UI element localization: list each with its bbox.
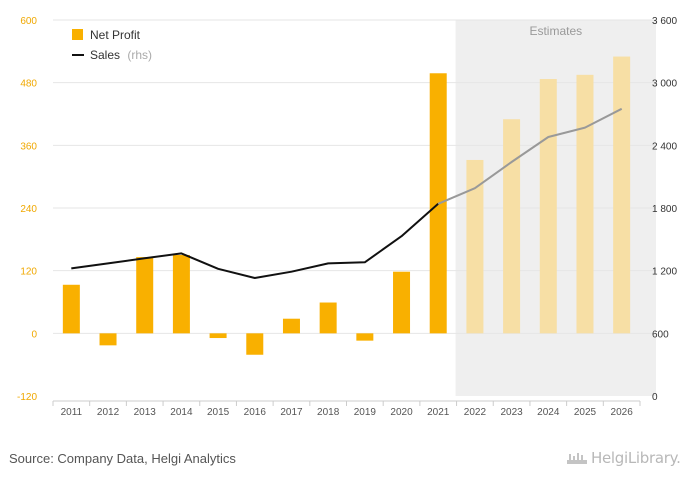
- x-tick-label: 2012: [97, 407, 120, 418]
- y-left-tick-label: 0: [31, 329, 37, 340]
- bar-net-profit-2018: [319, 302, 337, 334]
- source-note: Source: Company Data, Helgi Analytics: [9, 451, 236, 466]
- line-sales-estimate: [437, 107, 623, 205]
- legend-label-sales-suffix: (rhs): [127, 48, 152, 62]
- bar-net-profit-2014: [172, 255, 190, 334]
- y-right-tick-label: 600: [652, 329, 669, 340]
- legend-label-net-profit: Net Profit: [90, 28, 141, 42]
- y-left-tick-label: 120: [20, 267, 37, 278]
- legend-label-sales-name: Sales: [90, 48, 120, 62]
- bar-net-profit-2025: [576, 74, 594, 334]
- estimates-label: Estimates: [529, 24, 582, 38]
- legend: Net Profit Sales (rhs): [72, 28, 152, 62]
- y-right-tick-label: 3 600: [652, 16, 677, 27]
- y-left-tick-label: 240: [20, 204, 37, 215]
- axis-layer: -120 0 0 600 120 1 200 240 1 800 360 2 400 480 3 00…: [17, 16, 677, 418]
- line-layer: [71, 107, 623, 279]
- bar-net-profit-2020: [393, 271, 411, 334]
- logo-text: HelgiLibrary.: [591, 449, 681, 467]
- y-right-tick-label: 3 000: [652, 79, 677, 90]
- x-tick-label: 2020: [390, 407, 413, 418]
- x-tick-label: 2019: [354, 407, 377, 418]
- y-left-tick-label: 480: [20, 79, 37, 90]
- x-tick-label: 2013: [134, 407, 157, 418]
- y-right-tick-label: 1 200: [652, 267, 677, 278]
- line-sales-actual: [71, 203, 439, 279]
- x-tick-label: 2017: [280, 407, 303, 418]
- legend-label-sales: Sales (rhs): [90, 48, 152, 62]
- x-tick-label: 2018: [317, 407, 340, 418]
- library-logo-icon: [567, 453, 587, 464]
- x-tick-label: 2022: [464, 407, 487, 418]
- chart: Estimates -120 0 0 600 120 1 200 240 1 800 360 2 …: [17, 16, 677, 418]
- y-right-tick-label: 0: [652, 392, 658, 403]
- helgi-library-logo: HelgiLibrary.: [566, 449, 681, 467]
- bar-net-profit-2019: [356, 333, 374, 341]
- x-tick-label: 2014: [170, 407, 193, 418]
- bar-net-profit-2015: [209, 333, 227, 339]
- bar-net-profit-2013: [136, 257, 154, 334]
- x-tick-label: 2016: [244, 407, 267, 418]
- bar-net-profit-2022: [466, 159, 484, 334]
- x-tick-label: 2011: [61, 407, 83, 418]
- y-left-tick-label: 600: [20, 16, 37, 27]
- x-tick-label: 2025: [574, 407, 597, 418]
- y-right-tick-label: 1 800: [652, 204, 677, 215]
- bar-net-profit-2012: [99, 333, 117, 346]
- bar-net-profit-2017: [282, 318, 300, 334]
- x-tick-label: 2023: [500, 407, 523, 418]
- x-tick-label: 2024: [537, 407, 560, 418]
- bar-net-profit-2024: [539, 79, 557, 334]
- y-left-tick-label: -120: [17, 392, 37, 403]
- bar-net-profit-2011: [62, 284, 80, 334]
- y-right-tick-label: 2 400: [652, 141, 677, 152]
- bar-net-profit-2023: [503, 119, 521, 334]
- x-tick-label: 2021: [427, 407, 450, 418]
- x-tick-label: 2026: [611, 407, 634, 418]
- bars-layer: [62, 56, 631, 355]
- bar-net-profit-2026: [613, 56, 631, 334]
- legend-swatch-net-profit: [72, 29, 83, 40]
- y-left-tick-label: 360: [20, 141, 37, 152]
- x-tick-label: 2015: [207, 407, 230, 418]
- bar-net-profit-2016: [246, 333, 264, 355]
